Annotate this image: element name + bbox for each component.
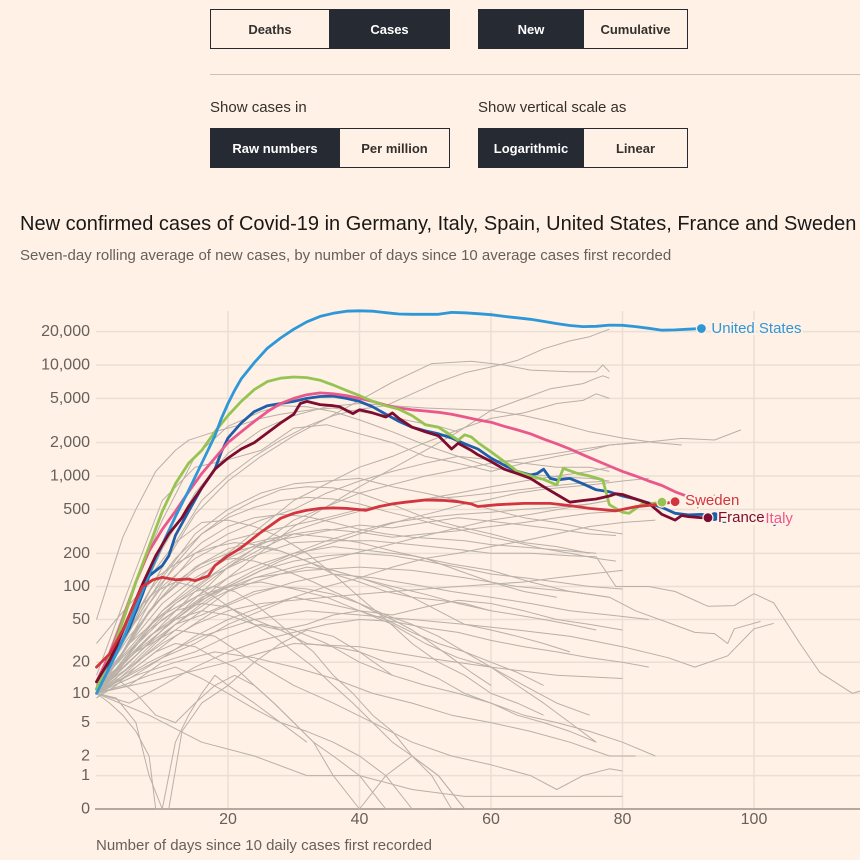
series-end-dot-italy (695, 494, 708, 507)
controls-divider (210, 74, 860, 75)
background-country-line (96, 510, 623, 694)
background-country-line (96, 500, 610, 694)
scale-toggle: Logarithmic Linear (478, 128, 688, 168)
series-line-spain (95, 375, 664, 691)
y-tick-label: 500 (63, 501, 90, 518)
linear-button[interactable]: Linear (583, 128, 688, 168)
y-tick-label: 2,000 (50, 434, 90, 451)
measure-toggle: Deaths Cases (210, 9, 450, 49)
y-tick-label: 100 (63, 578, 90, 595)
series-end-dot-spain (656, 496, 668, 508)
background-country-line (96, 623, 656, 757)
y-tick-label: 1,000 (50, 467, 90, 484)
background-country-line (96, 674, 466, 810)
background-country-line (96, 517, 616, 694)
series-end-dot-france (702, 512, 714, 524)
background-country-line (96, 513, 597, 694)
background-country-line (96, 455, 610, 694)
deaths-button[interactable]: Deaths (210, 9, 330, 49)
background-country-line (96, 619, 649, 704)
series-label-germany: Germany (719, 510, 781, 527)
raw-numbers-button[interactable]: Raw numbers (210, 128, 340, 168)
y-tick-label: 10,000 (41, 356, 90, 373)
per-million-button[interactable]: Per million (339, 128, 450, 168)
background-country-line (96, 519, 656, 694)
series-label-spain: Spain (686, 493, 724, 510)
series-line-sweden (95, 498, 677, 669)
background-country-line (96, 666, 439, 810)
background-country-line (96, 477, 649, 694)
background-country-line (96, 466, 610, 694)
background-country-line (96, 596, 623, 694)
background-country-line (96, 692, 623, 797)
y-tick-label: 50 (72, 611, 90, 628)
background-country-line (96, 486, 590, 694)
y-tick-label: 200 (63, 545, 90, 562)
new-button[interactable]: New (478, 9, 584, 49)
logarithmic-button[interactable]: Logarithmic (478, 128, 584, 168)
y-tick-label: 5 (81, 714, 90, 731)
background-country-line (96, 581, 590, 716)
background-country-line (96, 610, 774, 694)
background-country-line (96, 566, 761, 694)
background-country-line (96, 533, 557, 686)
chart-subtitle: Seven-day rolling average of new cases, … (20, 247, 672, 264)
background-country-lines (96, 328, 860, 810)
background-country-line (96, 360, 610, 694)
background-country-line (96, 629, 393, 810)
gridlines (96, 311, 860, 809)
background-country-line (96, 540, 860, 694)
scale-label: Show vertical scale as (478, 99, 627, 116)
background-country-line (96, 643, 623, 694)
y-tick-label: 20 (72, 654, 90, 671)
background-country-line (96, 629, 623, 790)
highlighted-country-lines (95, 309, 716, 695)
x-tick-label: 20 (219, 811, 237, 828)
background-country-line (96, 610, 597, 743)
cumulative-button[interactable]: Cumulative (583, 9, 688, 49)
background-country-line (96, 375, 610, 694)
background-country-line (96, 424, 636, 676)
series-label-sweden: Sweden (685, 492, 739, 509)
period-toggle: New Cumulative (478, 9, 688, 49)
series-end-dot-sweden (669, 496, 681, 508)
background-country-line (96, 581, 453, 810)
y-tick-label: 10 (72, 685, 90, 702)
series-label-united-states: United States (711, 320, 801, 337)
x-tick-label: 40 (351, 811, 369, 828)
axes: 0 1 2 5 10 20 50 100 200 500 1,000 2,000 5,000 10,000… (41, 323, 860, 854)
background-country-line (96, 603, 544, 690)
chart-title: New confirmed cases of Covid-19 in Germa… (20, 213, 857, 235)
y-tick-label: 5,000 (50, 390, 90, 407)
background-country-line (96, 552, 623, 694)
series-line-germany (95, 394, 716, 691)
background-country-line (96, 557, 492, 694)
y-tick-label: 2 (81, 748, 90, 765)
series-line-united-states (95, 309, 703, 695)
series-label-italy: Italy (765, 510, 793, 527)
series-end-dot-united-states (695, 322, 708, 335)
background-country-line (96, 586, 597, 743)
x-tick-label: 100 (741, 811, 768, 828)
cases-button[interactable]: Cases (329, 9, 450, 49)
series-end-dots (656, 322, 721, 524)
units-label: Show cases in (210, 99, 307, 116)
background-country-line (96, 496, 616, 683)
y-tick-label: 1 (81, 767, 90, 784)
x-tick-label: 60 (482, 811, 500, 828)
background-country-line (96, 651, 636, 757)
series-label-france: France (718, 509, 765, 526)
y-tick-label: 0 (81, 801, 90, 818)
x-tick-label: 80 (614, 811, 632, 828)
background-country-line (96, 477, 623, 690)
background-country-line (96, 674, 308, 810)
units-toggle: Raw numbers Per million (210, 128, 450, 168)
series-line-france (95, 399, 710, 684)
x-axis-title: Number of days since 10 daily cases firs… (96, 837, 432, 854)
background-country-line (96, 573, 649, 694)
background-country-line (96, 546, 610, 690)
y-tick-label: 20,000 (41, 323, 90, 340)
